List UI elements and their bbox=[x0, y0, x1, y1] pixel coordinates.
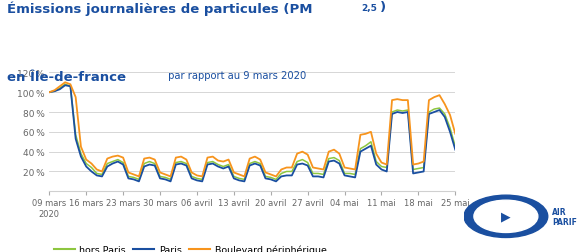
Text: Émissions journalières de particules (PM: Émissions journalières de particules (PM bbox=[7, 1, 313, 16]
Legend: hors Paris, Paris, Boulevard périphérique: hors Paris, Paris, Boulevard périphériqu… bbox=[50, 241, 331, 252]
Text: ): ) bbox=[380, 1, 386, 14]
Text: en Île-de-france: en Île-de-france bbox=[7, 71, 126, 83]
Text: par rapport au 9 mars 2020: par rapport au 9 mars 2020 bbox=[165, 71, 307, 81]
Circle shape bbox=[474, 200, 538, 233]
Text: 2,5: 2,5 bbox=[361, 4, 376, 13]
Text: AIR
PARIF: AIR PARIF bbox=[552, 207, 577, 226]
Text: ▶: ▶ bbox=[501, 210, 510, 223]
Circle shape bbox=[464, 195, 548, 238]
